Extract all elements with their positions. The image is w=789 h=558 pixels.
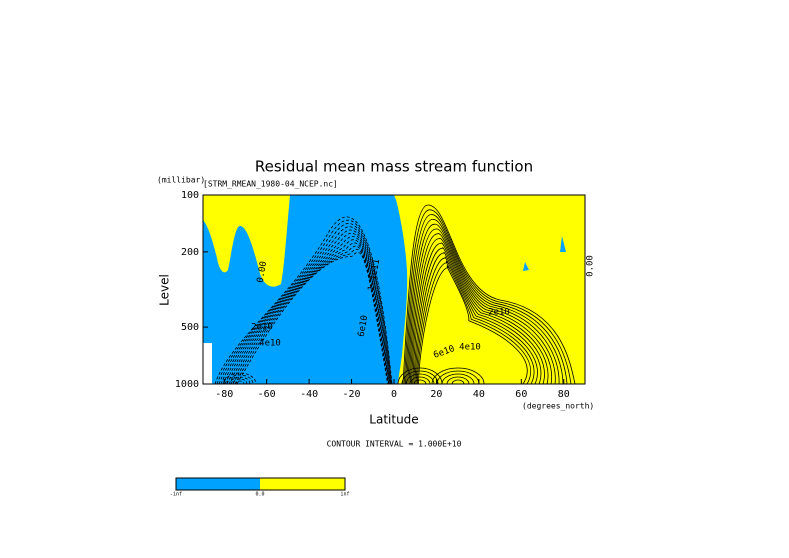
contour-line xyxy=(409,376,431,384)
contour-line xyxy=(403,209,572,384)
colorbar-label: -inf xyxy=(170,492,182,498)
contour-line xyxy=(417,261,532,384)
contour-line xyxy=(234,248,389,384)
contour-label: 0.00 xyxy=(586,255,596,277)
contour-line xyxy=(402,204,576,384)
x-tick-label: 80 xyxy=(558,389,570,400)
contour-line xyxy=(228,239,390,384)
x-tick-label: 40 xyxy=(473,389,485,400)
contour-line xyxy=(413,247,542,384)
contour-line xyxy=(451,379,465,384)
negative-region xyxy=(560,236,566,252)
y-axis-label: Level xyxy=(158,274,172,306)
contour-line xyxy=(401,370,439,384)
contour-line xyxy=(446,376,470,384)
contour-line xyxy=(441,373,475,384)
x-axis-label: Latitude xyxy=(369,413,418,427)
contour-line xyxy=(405,373,435,384)
contour-line xyxy=(407,223,560,384)
colorbar-label: 0.0 xyxy=(255,492,264,498)
contour-line xyxy=(236,252,388,384)
colorbar-label: inf xyxy=(340,492,349,498)
subtitle: [STRM_RMEAN_1980-04_NCEP.nc] xyxy=(203,180,338,189)
contour-line xyxy=(216,219,392,384)
contour-label: 0.00 xyxy=(256,261,270,284)
x-units: (degrees_north) xyxy=(522,402,594,411)
contour-line xyxy=(232,245,389,384)
contour-line xyxy=(222,229,391,384)
x-tick-label: -20 xyxy=(343,389,361,400)
missing-data xyxy=(203,343,212,384)
colorbar-swatch xyxy=(260,478,345,490)
contour-line xyxy=(412,242,545,384)
contour-label: 4e10 xyxy=(459,343,481,353)
contour-line xyxy=(226,374,254,384)
y-tick-label: 200 xyxy=(181,247,199,258)
contour-line xyxy=(229,376,251,384)
colorbar: -inf 0.0 inf xyxy=(170,477,350,498)
x-tick-label: 20 xyxy=(430,389,442,400)
contour-line xyxy=(413,379,427,384)
contour-line xyxy=(235,380,245,384)
contour-line xyxy=(406,218,564,384)
contour-line xyxy=(220,226,392,384)
contour-label: 2e10 xyxy=(488,308,510,318)
x-tick-label: -60 xyxy=(258,389,276,400)
contour-line xyxy=(409,233,553,384)
y-units: (millibar) xyxy=(157,176,205,185)
x-tick-label: -80 xyxy=(215,389,233,400)
contour-line xyxy=(397,367,443,384)
positive-region xyxy=(394,195,406,210)
contour-lines xyxy=(214,204,576,384)
y-tick-label: 100 xyxy=(181,190,199,201)
plot-field xyxy=(203,195,585,384)
y-tick-label: 1000 xyxy=(175,379,199,390)
contour-label: 4e10 xyxy=(259,339,281,349)
contour-line xyxy=(226,236,390,384)
contour-line xyxy=(230,242,390,384)
colorbar-frame xyxy=(175,477,346,491)
chart-title: Residual mean mass stream function xyxy=(255,158,533,176)
contour-label: 2e10 xyxy=(251,323,273,333)
x-tick-label: -40 xyxy=(300,389,318,400)
contour-line xyxy=(411,238,549,384)
contour-line xyxy=(218,223,392,384)
x-tick-label: 60 xyxy=(515,389,527,400)
footnote: CONTOUR INTERVAL = 1.000E+10 xyxy=(327,440,462,449)
positive-region xyxy=(203,195,290,287)
contour-line xyxy=(214,216,393,384)
colorbar-swatch xyxy=(176,478,260,490)
contour-line xyxy=(408,228,556,384)
contour-line xyxy=(436,370,480,384)
contour-line xyxy=(405,214,568,384)
x-tick-label: 0 xyxy=(391,389,397,400)
contour-label: 6e10 xyxy=(357,315,371,338)
contour-line xyxy=(414,252,538,384)
contour-line xyxy=(431,367,485,384)
negative-region xyxy=(523,262,529,271)
y-tick-label: 500 xyxy=(181,322,199,333)
contour-line xyxy=(418,265,528,384)
contour-line xyxy=(415,256,535,384)
